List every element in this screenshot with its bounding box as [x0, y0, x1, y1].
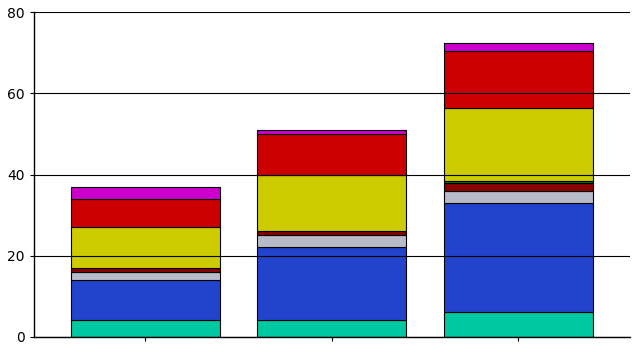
- Bar: [443, 183, 593, 191]
- Bar: [257, 235, 406, 247]
- Bar: [71, 280, 220, 320]
- Bar: [443, 108, 593, 181]
- Bar: [443, 181, 593, 183]
- Bar: [443, 203, 593, 312]
- Bar: [71, 320, 220, 337]
- Bar: [257, 247, 406, 320]
- Bar: [257, 175, 406, 231]
- Bar: [71, 187, 220, 199]
- Bar: [443, 43, 593, 51]
- Bar: [443, 51, 593, 108]
- Bar: [257, 320, 406, 337]
- Bar: [257, 134, 406, 175]
- Bar: [71, 272, 220, 280]
- Bar: [443, 191, 593, 203]
- Bar: [257, 130, 406, 134]
- Bar: [71, 199, 220, 227]
- Bar: [71, 227, 220, 268]
- Bar: [71, 268, 220, 272]
- Bar: [443, 312, 593, 337]
- Bar: [257, 231, 406, 235]
